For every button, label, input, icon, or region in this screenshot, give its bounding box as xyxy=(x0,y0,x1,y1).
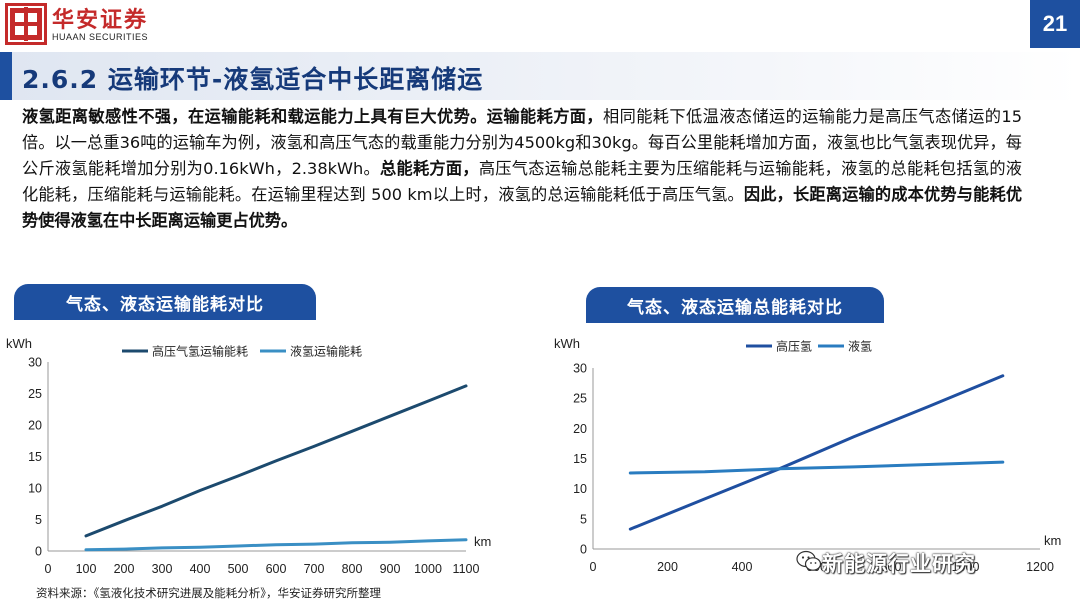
title-bar: 2.6.2 运输环节-液氢适合中长距离储运 xyxy=(0,52,1080,100)
chart2-x-tick-label: 0 xyxy=(590,560,597,574)
body-s6: 因此，长距离运输的成本优势与能耗优势使得液氢在中长距离运输更占优势。 xyxy=(22,185,1023,230)
source-note: 资料来源：《氢液化技术研究进展及能耗分析》，华安证券研究所整理 xyxy=(36,586,381,600)
chart1-legend-label-1: 高压气氢运输能耗 xyxy=(152,344,248,359)
chart1-y-tick-label: 5 xyxy=(35,513,42,527)
logo-text-en: HUAAN SECURITIES xyxy=(52,32,149,42)
chart1-title: 气态、液态运输能耗对比 xyxy=(14,284,316,320)
chart2-x-tick-label: 200 xyxy=(657,560,678,574)
chart2-y-tick-label: 0 xyxy=(580,543,587,557)
chart2-y-tick-label: 15 xyxy=(573,452,587,466)
chart1-x-axis-label: km xyxy=(474,534,491,549)
page-title: 2.6.2 运输环节-液氢适合中长距离储运 xyxy=(22,65,484,94)
chart1-y-axis-label: kWh xyxy=(6,336,32,351)
wechat-icon xyxy=(796,550,822,571)
chart1-x-tick-label: 500 xyxy=(228,562,249,576)
chart2-x-tick-label: 1000 xyxy=(952,560,980,574)
chart1-x-tick-label: 200 xyxy=(114,562,135,576)
chart1-y-tick-label: 20 xyxy=(28,419,42,433)
title-accent-bar xyxy=(0,52,12,100)
chart2-x-tick-label: 800 xyxy=(881,560,902,574)
chart2-title: 气态、液态运输总能耗对比 xyxy=(586,287,884,323)
chart1-y-tick-label: 10 xyxy=(28,482,42,496)
chart2-y-tick-label: 25 xyxy=(573,392,587,406)
chart1-x-tick-label: 0 xyxy=(45,562,52,576)
chart2-y-tick-label: 30 xyxy=(573,362,587,376)
chart1-series-line-1 xyxy=(84,384,468,538)
chart1-y-tick-label: 30 xyxy=(28,356,42,370)
chart2-y-axis-label: kWh xyxy=(554,336,580,351)
chart2-y-tick-label: 20 xyxy=(573,422,587,436)
body-paragraph: 液氢距离敏感性不强，在运输能耗和载运能力上具有巨大优势。运输能耗方面，相同能耗下… xyxy=(22,104,1022,234)
chart2-x-tick-label: 400 xyxy=(732,560,753,574)
chart2-x-tick-label: 1200 xyxy=(1026,560,1054,574)
chart1-x-tick-label: 1100 xyxy=(453,562,480,576)
chart1-x-tick-label: 700 xyxy=(304,562,325,576)
huaan-logo-icon xyxy=(5,3,47,45)
chart2-series-line-2 xyxy=(628,460,1005,475)
chart1-y-tick-label: 25 xyxy=(28,387,42,401)
logo-text-cn: 华安证券 xyxy=(52,7,149,33)
chart1-y-tick-label: 0 xyxy=(35,545,42,559)
body-s5: 高压气态运输总能耗主要为压缩能耗与运输能耗，液氢的总能耗包括氢的液化能耗，压缩能… xyxy=(22,159,1022,204)
chart1-y-tick-label: 15 xyxy=(28,450,42,464)
chart1-x-tick-label: 600 xyxy=(266,562,287,576)
chart1-series-line-2 xyxy=(84,538,468,552)
chart2-x-axis-label: km xyxy=(1044,533,1061,548)
chart1-legend-label-2: 液氢运输能耗 xyxy=(290,344,362,359)
chart1-x-tick-label: 400 xyxy=(190,562,211,576)
chart2-y-tick-label: 10 xyxy=(573,482,587,496)
body-s2: 运输能耗方面， xyxy=(486,107,603,126)
body-s3: 相同能耗下低温液态储运的运输能力是高压气态储运的15倍。以一总重36吨的运输车为… xyxy=(22,107,1022,178)
chart2-legend-label-1: 高压氢 xyxy=(776,339,812,354)
body-s4: 总能耗方面， xyxy=(380,159,479,178)
chart1-x-tick-label: 900 xyxy=(380,562,401,576)
page-number: 21 xyxy=(1030,0,1080,48)
watermark-text: 新能源行业研究 xyxy=(822,552,976,576)
chart2-series-line-1 xyxy=(628,374,1005,531)
chart1-x-tick-label: 1000 xyxy=(414,562,442,576)
chart1-x-tick-label: 100 xyxy=(76,562,97,576)
chart2-y-tick-label: 5 xyxy=(580,512,587,526)
chart1-x-tick-label: 800 xyxy=(342,562,363,576)
chart1-x-tick-label: 300 xyxy=(152,562,173,576)
chart2-legend-label-2: 液氢 xyxy=(848,339,872,354)
body-s1: 液氢距离敏感性不强，在运输能耗和载运能力上具有巨大优势。 xyxy=(22,107,487,126)
